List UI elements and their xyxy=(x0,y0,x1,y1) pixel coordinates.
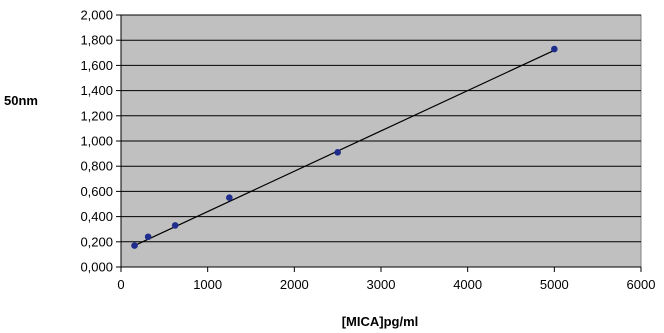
x-axis-title: [MICA]pg/ml xyxy=(342,314,419,329)
y-tick-label: 1,000 xyxy=(80,134,113,149)
y-tick-label: 1,800 xyxy=(80,33,113,48)
x-tick-label: 5000 xyxy=(540,277,569,292)
x-tick-label: 6000 xyxy=(627,277,656,292)
data-points xyxy=(131,45,558,249)
x-tick-label: 2000 xyxy=(280,277,309,292)
y-tick-label: 0,600 xyxy=(80,184,113,199)
grid-lines xyxy=(116,14,642,272)
trendline-group xyxy=(134,49,555,247)
y-tick-label: 0,000 xyxy=(80,260,113,275)
x-tick-label: 1000 xyxy=(193,277,222,292)
y-axis-title: 50nm xyxy=(4,93,38,108)
data-point xyxy=(131,242,138,249)
data-point xyxy=(334,149,341,156)
y-tick-label: 2,000 xyxy=(80,8,113,23)
data-point xyxy=(551,45,558,53)
y-tick-label: 1,200 xyxy=(80,108,113,123)
x-tick-label: 3000 xyxy=(367,277,396,292)
y-tick-label: 1,400 xyxy=(80,83,113,98)
y-tick-label: 1,600 xyxy=(80,58,113,73)
x-tick-labels: 0 1000 2000 3000 4000 5000 6000 xyxy=(117,277,655,292)
y-tick-label: 0,800 xyxy=(80,159,113,174)
y-tick-label: 0,400 xyxy=(80,209,113,224)
x-tick-label: 4000 xyxy=(453,277,482,292)
x-tick-label: 0 xyxy=(117,277,124,292)
data-point xyxy=(171,222,179,229)
y-tick-labels: 0,000 0,200 0,400 0,600 0,800 1,000 1,200 1,400… xyxy=(80,8,113,275)
data-point xyxy=(226,194,233,201)
trendline xyxy=(134,49,555,247)
data-point xyxy=(144,233,152,241)
y-tick-label: 0,200 xyxy=(80,234,113,249)
